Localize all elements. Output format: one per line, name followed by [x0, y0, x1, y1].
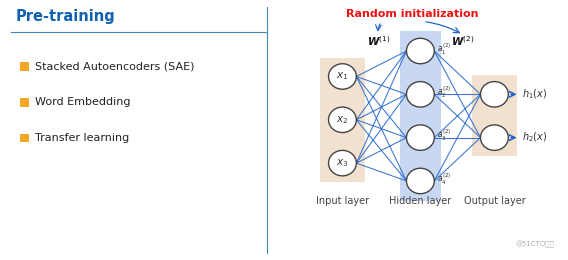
Text: Word Embedding: Word Embedding [35, 97, 130, 107]
Bar [472, 75, 517, 157]
Text: $x_1$: $x_1$ [336, 71, 349, 82]
Text: Pre-training: Pre-training [16, 9, 115, 24]
Text: $a_3^{(2)}$: $a_3^{(2)}$ [437, 128, 451, 143]
Circle shape [481, 82, 508, 107]
Text: $h_1(x)$: $h_1(x)$ [522, 88, 548, 101]
Circle shape [481, 125, 508, 150]
Text: $\boldsymbol{W}^{(1)}$: $\boldsymbol{W}^{(1)}$ [367, 34, 390, 48]
Circle shape [407, 168, 435, 194]
Bar [20, 62, 29, 71]
Circle shape [407, 82, 435, 107]
Circle shape [328, 64, 356, 89]
Text: $a_1^{(2)}$: $a_1^{(2)}$ [437, 41, 451, 57]
Text: Stacked Autoencoders (SAE): Stacked Autoencoders (SAE) [35, 61, 194, 71]
Text: Hidden layer: Hidden layer [389, 196, 452, 206]
Bar [20, 134, 29, 142]
Bar [400, 31, 441, 201]
Circle shape [407, 38, 435, 64]
Text: $x_2$: $x_2$ [336, 114, 349, 126]
Text: $a_2^{(2)}$: $a_2^{(2)}$ [437, 84, 451, 100]
Text: $\boldsymbol{W}^{(2)}$: $\boldsymbol{W}^{(2)}$ [452, 34, 474, 48]
Text: Random initialization: Random initialization [346, 9, 478, 19]
Text: Transfer learning: Transfer learning [35, 133, 129, 143]
Text: Input layer: Input layer [316, 196, 369, 206]
Text: @51CTO博客: @51CTO博客 [515, 241, 554, 248]
Text: $x_3$: $x_3$ [336, 157, 349, 169]
Circle shape [328, 150, 356, 176]
Text: $h_2(x)$: $h_2(x)$ [522, 131, 548, 145]
Bar [20, 98, 29, 107]
Circle shape [407, 125, 435, 150]
Bar [320, 58, 365, 182]
Text: $a_4^{(2)}$: $a_4^{(2)}$ [437, 171, 451, 187]
Circle shape [328, 107, 356, 133]
Text: Output layer: Output layer [463, 196, 525, 206]
